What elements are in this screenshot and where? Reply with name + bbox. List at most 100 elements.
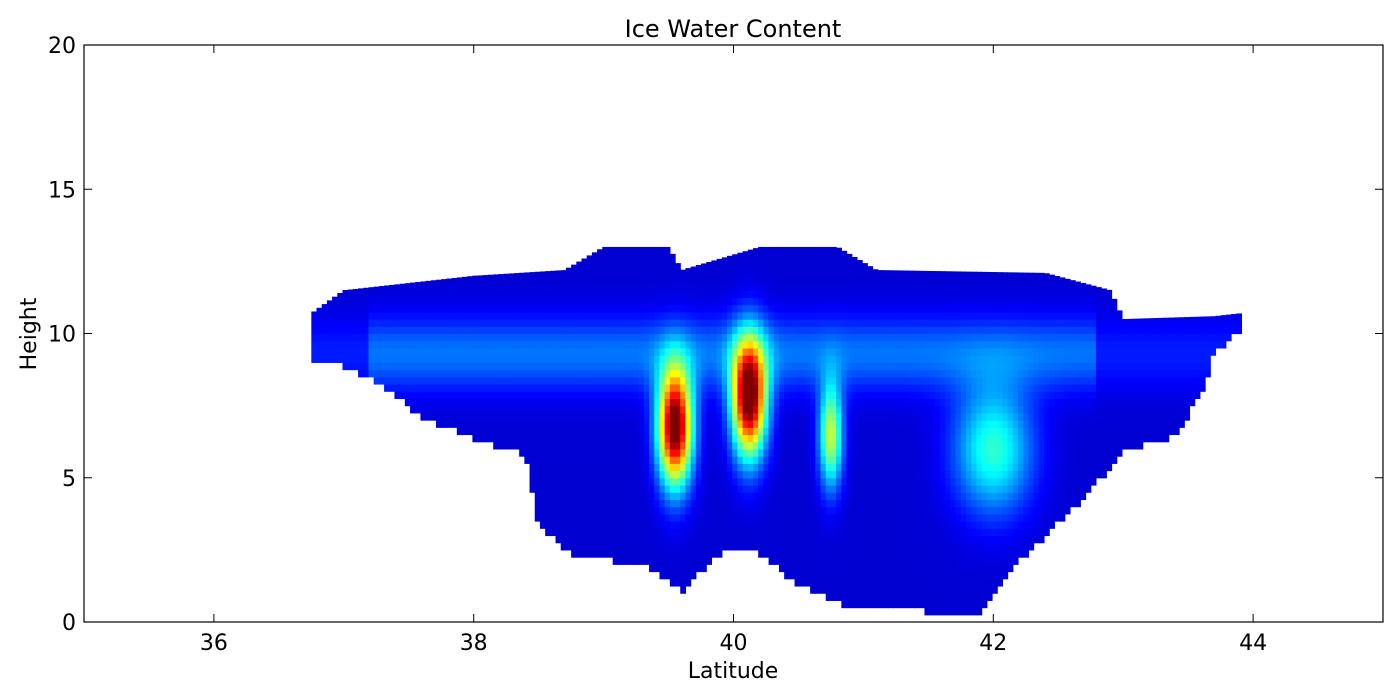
heatmap-cell — [794, 513, 801, 522]
heatmap-cell — [399, 290, 406, 299]
heatmap-cell — [778, 484, 785, 493]
heatmap-cell — [571, 362, 577, 371]
heatmap-cell — [862, 340, 868, 349]
heatmap-cell — [856, 333, 863, 342]
heatmap-cell — [675, 333, 681, 342]
heatmap-cell — [810, 304, 816, 313]
heatmap-cell — [498, 347, 505, 356]
heatmap-cell — [623, 456, 629, 464]
heatmap-cell — [539, 427, 546, 436]
heatmap-cell — [862, 398, 868, 407]
heatmap-cell — [617, 304, 624, 313]
heatmap-cell — [908, 535, 915, 544]
heatmap-cell — [487, 283, 494, 291]
heatmap-cell — [971, 542, 978, 551]
heatmap-cell — [565, 290, 572, 299]
heatmap-cell — [545, 528, 551, 537]
heatmap-cell — [706, 470, 713, 479]
heatmap-cell — [919, 593, 926, 601]
heatmap-cell — [768, 434, 775, 443]
heatmap-cell — [924, 275, 931, 284]
heatmap-cell — [659, 549, 666, 558]
heatmap-cell — [462, 362, 468, 371]
heatmap-cell — [810, 513, 816, 522]
heatmap-cell — [716, 405, 723, 414]
heatmap-cell — [545, 484, 551, 493]
heatmap-cell — [981, 484, 988, 493]
heatmap-cell — [747, 362, 754, 371]
heatmap-cell — [758, 549, 764, 558]
heatmap-cell — [872, 297, 879, 306]
heatmap-cell — [882, 549, 889, 558]
heatmap-cell — [498, 398, 505, 407]
heatmap-cell — [934, 275, 941, 284]
heatmap-cell — [571, 376, 577, 385]
heatmap-cell — [856, 283, 863, 291]
heatmap-cell — [565, 513, 572, 522]
heatmap-cell — [721, 261, 728, 270]
heatmap-cell — [872, 319, 879, 327]
heatmap-cell — [898, 420, 905, 428]
heatmap-cell — [924, 369, 931, 378]
heatmap-cell — [685, 405, 692, 414]
heatmap-cell — [477, 420, 484, 428]
heatmap-cell — [664, 297, 671, 306]
heatmap-cell — [378, 297, 385, 306]
heatmap-cell — [1017, 369, 1024, 378]
heatmap-cell — [441, 304, 448, 313]
heatmap-cell — [498, 362, 505, 371]
heatmap-cell — [794, 578, 801, 587]
heatmap-cell — [867, 290, 874, 299]
heatmap-cell — [966, 499, 972, 508]
heatmap-cell — [773, 499, 780, 508]
heatmap-cell — [763, 304, 770, 313]
heatmap-cell — [856, 542, 863, 551]
heatmap-cell — [410, 362, 416, 371]
heatmap-cell — [971, 484, 978, 493]
heatmap-cell — [773, 290, 780, 299]
heatmap-cell — [628, 355, 635, 363]
heatmap-cell — [986, 412, 993, 421]
heatmap-cell — [513, 383, 520, 392]
heatmap-cell — [799, 549, 806, 558]
heatmap-cell — [716, 275, 723, 284]
heatmap-cell — [597, 249, 603, 255]
heatmap-cell — [986, 326, 993, 335]
heatmap-cell — [893, 405, 900, 414]
heatmap-cell — [680, 283, 687, 291]
heatmap-cell — [914, 275, 920, 284]
heatmap-cell — [529, 398, 536, 407]
heatmap-cell — [1002, 304, 1009, 313]
heatmap-cell — [430, 412, 437, 421]
heatmap-cell — [649, 398, 655, 407]
heatmap-cell — [524, 333, 531, 342]
heatmap-cell — [966, 607, 972, 616]
heatmap-cell — [992, 362, 998, 371]
heatmap-cell — [669, 470, 676, 479]
heatmap-cell — [986, 448, 993, 457]
heatmap-cell — [1012, 470, 1019, 479]
heatmap-cell — [373, 286, 380, 291]
heatmap-cell — [945, 593, 952, 601]
heatmap-cell — [945, 564, 952, 573]
heatmap-cell — [934, 521, 941, 529]
heatmap-cell — [986, 290, 993, 299]
heatmap-cell — [898, 521, 905, 529]
heatmap-cell — [508, 326, 515, 335]
heatmap-cell — [519, 420, 525, 428]
heatmap-cell — [675, 528, 681, 537]
heatmap-cell — [768, 499, 775, 508]
heatmap-cell — [752, 506, 759, 515]
heatmap-cell — [363, 297, 370, 306]
heatmap-cell — [773, 549, 780, 558]
heatmap-cell — [721, 513, 728, 522]
heatmap-cell — [810, 398, 816, 407]
heatmap-cell — [487, 304, 494, 313]
heatmap-cell — [846, 290, 853, 299]
heatmap-cell — [612, 506, 619, 515]
heatmap-cell — [986, 578, 993, 587]
heatmap-cell — [394, 284, 401, 291]
heatmap-cell — [628, 463, 635, 472]
heatmap-cell — [799, 492, 806, 500]
heatmap-cell — [430, 333, 437, 342]
